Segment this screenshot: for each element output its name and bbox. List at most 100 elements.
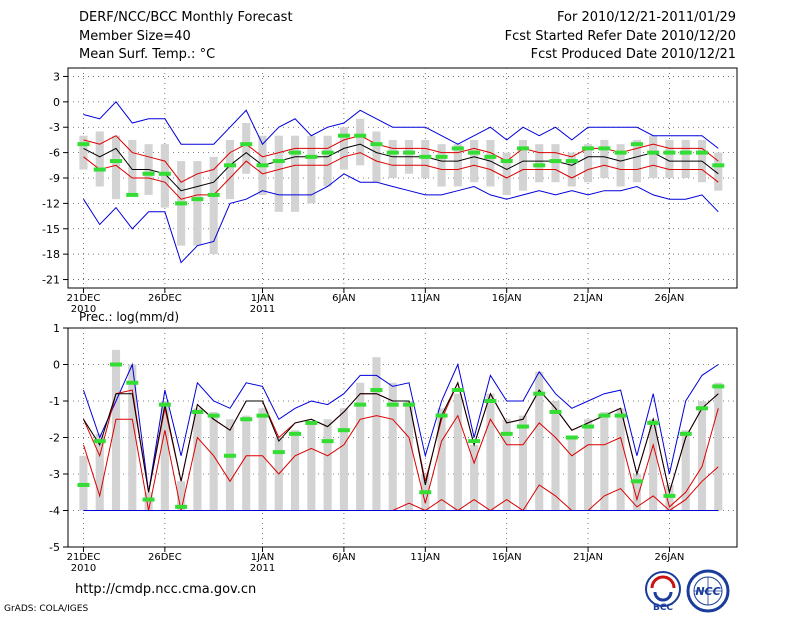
precip-member-range-bar <box>649 419 658 511</box>
precip-observed-marker <box>142 497 155 502</box>
temp-xtick-label: 1JAN <box>251 293 274 304</box>
temp-member-range-bar <box>307 135 316 204</box>
temp-observed-marker <box>175 201 188 206</box>
precip-member-range-bar <box>632 474 641 511</box>
precip-member-range-bar <box>323 419 332 511</box>
variable-label: Mean Surf. Temp.: °C <box>79 47 216 62</box>
temp-ytick-label: 3 <box>53 70 60 83</box>
precip-observed-marker <box>305 420 318 425</box>
precip-ensemble-mean-line <box>83 381 719 495</box>
precip-observed-marker <box>240 417 253 422</box>
precip-xtick-label: 21JAN <box>573 552 603 563</box>
precip-max-line <box>83 362 719 493</box>
temp-observed-marker <box>191 197 204 202</box>
precip-observed-marker <box>126 380 139 385</box>
precip-observed-marker <box>223 453 236 458</box>
temp-observed-marker <box>110 159 123 164</box>
precip-ytick-label: -1 <box>49 395 60 408</box>
precip-observed-marker <box>321 439 334 444</box>
precip-xtick-label: 26DEC <box>148 552 182 563</box>
precip-observed-marker <box>93 439 106 444</box>
precip-p10-line <box>83 408 719 511</box>
temp-observed-marker <box>663 150 676 155</box>
precip-observed-marker <box>207 413 220 418</box>
precip-member-range-bar <box>453 393 462 511</box>
precip-observed-marker <box>663 493 676 498</box>
temp-observed-marker <box>451 146 464 151</box>
temp-member-range-bar <box>502 152 511 195</box>
temp-member-range-bar <box>486 139 495 187</box>
temp-member-range-bar <box>421 139 430 178</box>
precip-observed-marker <box>679 431 692 436</box>
temp-observed-marker <box>712 163 725 168</box>
precip-member-range-bar <box>209 411 218 511</box>
temp-member-range-bar <box>518 139 528 191</box>
temp-member-range-bar <box>470 139 479 183</box>
temp-observed-marker <box>256 163 269 168</box>
temp-observed-marker <box>370 142 383 147</box>
precip-xtick-year: 2011 <box>250 563 275 574</box>
precip-xtick-year: 2010 <box>71 563 96 574</box>
grads-credit: GrADS: COLA/IGES <box>4 604 89 614</box>
temp-observed-marker <box>77 142 90 147</box>
temp-member-range-bar <box>209 156 218 255</box>
precip-xtick-label: 6JAN <box>332 552 355 563</box>
precip-observed-marker <box>582 424 595 429</box>
precip-ytick-label: 0 <box>53 359 60 372</box>
temp-observed-marker <box>565 159 578 164</box>
temp-member-range-bar <box>649 135 658 178</box>
temp-observed-marker <box>582 146 595 151</box>
temp-xtick-year: 2011 <box>250 304 275 315</box>
temp-observed-marker <box>614 150 627 155</box>
temp-member-range-bar <box>372 131 381 183</box>
temp-observed-marker <box>419 154 432 159</box>
precip-observed-marker <box>272 450 285 455</box>
precip-member-range-bar <box>551 401 560 511</box>
temp-observed-marker <box>142 171 155 176</box>
precip-observed-marker <box>696 406 709 411</box>
temp-member-range-bar <box>323 135 332 187</box>
temp-observed-marker <box>337 133 350 138</box>
member-size-label: Member Size=40 <box>79 29 191 44</box>
precip-member-range-bar <box>258 408 267 511</box>
precip-observed-marker <box>516 424 529 429</box>
temp-member-range-bar <box>128 139 137 195</box>
precip-ytick-label: -3 <box>49 468 60 481</box>
temp-ytick-label: -18 <box>42 248 60 261</box>
temp-ytick-label: -12 <box>42 197 60 210</box>
temp-member-range-bar <box>274 135 283 212</box>
temp-ensemble-mean-line <box>83 143 719 192</box>
temp-member-range-bar <box>437 144 446 187</box>
forecast-title: DERF/NCC/BCC Monthly Forecast <box>79 10 293 25</box>
precip-xtick-label: 21DEC <box>67 552 101 563</box>
precip-member-range-bar <box>616 408 625 511</box>
precip-member-range-bar <box>95 433 104 511</box>
source-url[interactable]: http://cmdp.ncc.cma.gov.cn <box>75 582 257 597</box>
temp-xtick-year: 2010 <box>71 304 96 315</box>
temp-observed-marker <box>223 163 236 168</box>
temp-observed-marker <box>484 154 497 159</box>
temp-ytick-label: -21 <box>42 274 60 287</box>
precip-observed-marker <box>647 420 660 425</box>
precip-member-range-bar <box>502 419 511 511</box>
precip-observed-marker <box>354 402 367 407</box>
temp-observed-marker <box>630 142 643 147</box>
temp-observed-marker <box>272 159 285 164</box>
temp-member-range-bar <box>551 144 560 183</box>
precip-ytick-label: -2 <box>49 432 60 445</box>
precip-observed-marker <box>256 413 269 418</box>
temp-observed-marker <box>647 150 660 155</box>
precip-observed-marker <box>565 435 578 440</box>
precip-ytick-label: 1 <box>53 322 60 335</box>
precip-member-range-bar <box>111 349 121 511</box>
precip-observed-marker <box>712 384 725 389</box>
precip-observed-marker <box>630 479 643 484</box>
precip-member-range-bar <box>128 364 137 511</box>
temp-member-range-bar <box>567 152 576 187</box>
precip-member-range-bar <box>470 444 479 511</box>
precip-observed-marker <box>110 362 123 367</box>
temp-observed-marker <box>240 142 253 147</box>
precip-member-range-bar <box>404 401 414 511</box>
ncc-logo-text: NCC <box>695 585 720 598</box>
temp-observed-marker <box>158 171 171 176</box>
